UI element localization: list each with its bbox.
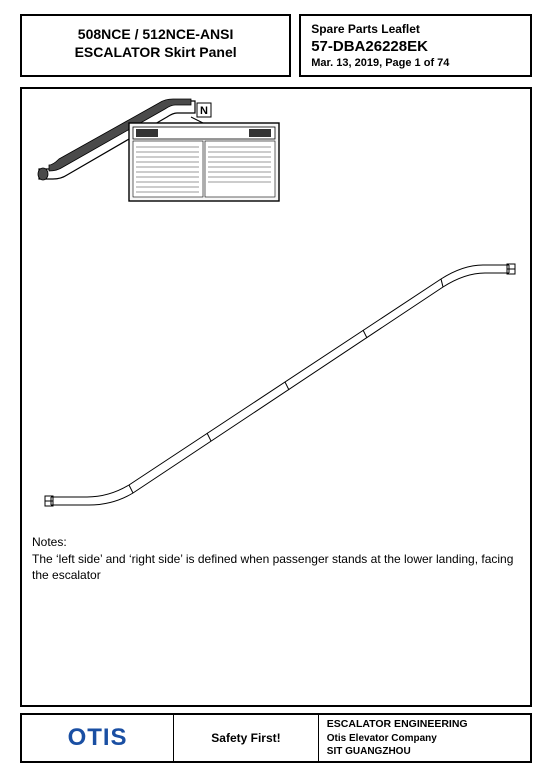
part-number: 57-DBA26228EK	[311, 38, 520, 55]
notes-body: The ‘left side’ and ‘right side’ is defi…	[32, 551, 520, 583]
footer-site: SIT GUANGZHOU	[327, 745, 411, 758]
title-line-1: 508NCE / 512NCE-ANSI	[28, 26, 283, 42]
header-title-box: 508NCE / 512NCE-ANSI ESCALATOR Skirt Pan…	[20, 14, 291, 77]
escalator-thumbnail-icon: N	[38, 99, 279, 201]
footer-company: Otis Elevator Company	[327, 732, 437, 745]
safety-first-label: Safety First!	[211, 731, 280, 745]
diagram-svg: N	[30, 97, 522, 517]
footer-logo-cell: OTIS	[22, 715, 174, 761]
notes-title: Notes:	[32, 534, 520, 550]
page: 508NCE / 512NCE-ANSI ESCALATOR Skirt Pan…	[0, 0, 552, 781]
date-page: Mar. 13, 2019, Page 1 of 74	[311, 57, 520, 69]
leaflet-label: Spare Parts Leaflet	[311, 22, 520, 36]
notes-block: Notes: The ‘left side’ and ‘right side’ …	[32, 534, 520, 584]
footer-row: OTIS Safety First! ESCALATOR ENGINEERING…	[20, 713, 532, 763]
footer-info-cell: ESCALATOR ENGINEERING Otis Elevator Comp…	[319, 715, 530, 761]
footer-dept: ESCALATOR ENGINEERING	[327, 718, 468, 732]
diagram-area: N	[30, 97, 522, 517]
header-info-box: Spare Parts Leaflet 57-DBA26228EK Mar. 1…	[299, 14, 532, 77]
footer-safety-cell: Safety First!	[174, 715, 319, 761]
svg-text:N: N	[200, 105, 208, 117]
skirt-panel-drawing	[45, 264, 515, 506]
header-row: 508NCE / 512NCE-ANSI ESCALATOR Skirt Pan…	[20, 14, 532, 77]
main-content-box: N	[20, 87, 532, 707]
otis-logo: OTIS	[68, 724, 128, 752]
title-line-2: ESCALATOR Skirt Panel	[28, 44, 283, 60]
